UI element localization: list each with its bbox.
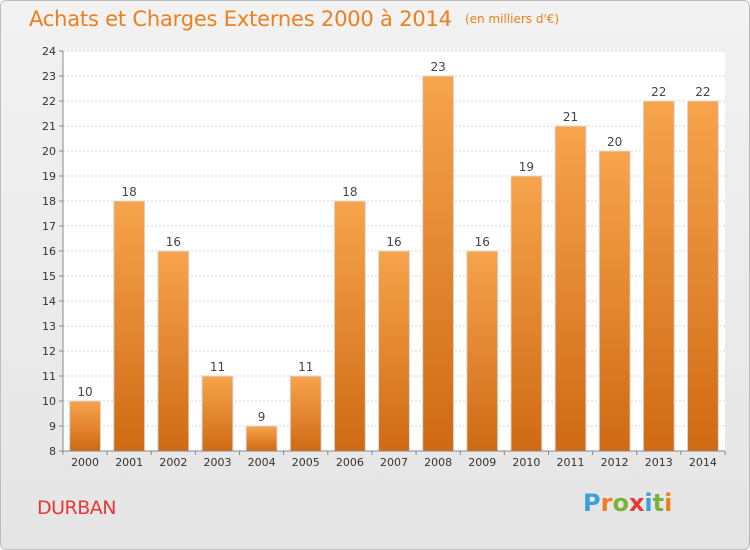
x-tick-label: 2003 — [203, 456, 231, 469]
bar-2004 — [245, 425, 278, 452]
y-tick-label: 13 — [42, 320, 56, 333]
data-label: 18 — [122, 185, 137, 199]
bar-2009 — [466, 250, 499, 452]
data-label: 10 — [77, 385, 92, 399]
data-label: 11 — [210, 360, 225, 374]
bar-2002 — [157, 250, 190, 452]
chart-title: Achats et Charges Externes 2000 à 2014 — [29, 7, 452, 31]
logo-letter: o — [612, 489, 629, 517]
x-tick-label: 2011 — [557, 456, 585, 469]
data-label: 18 — [342, 185, 357, 199]
x-tick-label: 2010 — [512, 456, 540, 469]
y-tick-label: 20 — [42, 145, 56, 158]
data-label: 21 — [563, 110, 578, 124]
data-label: 23 — [430, 60, 445, 74]
y-tick-label: 21 — [42, 120, 56, 133]
data-label: 11 — [298, 360, 313, 374]
logo-letter: x — [628, 489, 645, 517]
x-tick-label: 2013 — [645, 456, 673, 469]
x-tick-label: 2000 — [71, 456, 99, 469]
logo-letter: i — [644, 489, 653, 517]
y-tick-label: 24 — [42, 45, 56, 58]
bar-2011 — [554, 125, 587, 452]
y-tick-label: 14 — [42, 295, 56, 308]
y-tick-label: 9 — [49, 420, 56, 433]
bars — [69, 75, 719, 452]
data-label: 22 — [695, 85, 710, 99]
bar-2007 — [378, 250, 410, 452]
y-tick-label: 11 — [42, 370, 56, 383]
bar-2012 — [598, 150, 631, 452]
x-tick-label: 2009 — [468, 456, 496, 469]
y-tick-label: 12 — [42, 345, 56, 358]
bar-2014 — [686, 100, 719, 452]
bar-2005 — [289, 375, 322, 452]
x-tick-label: 2012 — [601, 456, 629, 469]
title-row: Achats et Charges Externes 2000 à 2014 (… — [29, 7, 559, 31]
x-tick-label: 2008 — [424, 456, 452, 469]
data-label: 19 — [519, 160, 534, 174]
x-tick-label: 2004 — [248, 456, 276, 469]
bar-2000 — [69, 400, 102, 452]
bar-2013 — [642, 100, 675, 452]
logo-letter: i — [664, 489, 673, 517]
logo-letter: P — [583, 489, 601, 517]
axes — [59, 50, 726, 455]
y-tick-label: 22 — [42, 95, 56, 108]
x-tick-label: 2001 — [115, 456, 143, 469]
chart-unit: (en milliers d'€) — [464, 12, 560, 26]
x-tick-label: 2002 — [159, 456, 187, 469]
y-tick-label: 8 — [49, 445, 56, 458]
data-label: 16 — [386, 235, 401, 249]
y-tick-label: 16 — [42, 245, 56, 258]
y-tick-label: 19 — [42, 170, 56, 183]
data-label: 16 — [166, 235, 181, 249]
data-label: 9 — [258, 410, 266, 424]
y-tick-label: 10 — [42, 395, 56, 408]
data-label: 20 — [607, 135, 622, 149]
logo-letter: t — [652, 489, 665, 517]
logo-letter: r — [600, 489, 613, 517]
y-tick-label: 23 — [42, 70, 56, 83]
x-tick-label: 2005 — [292, 456, 320, 469]
bar-2008 — [422, 75, 455, 452]
labels: 8 9 10 11 12 13 14 15 16 17 18 19 20 21 22 23 24 2000 10 20… — [42, 45, 717, 469]
bar-2010 — [510, 175, 543, 452]
bar-2001 — [113, 200, 146, 452]
x-tick-label: 2014 — [689, 456, 717, 469]
proxiti-logo: Proxiti — [583, 489, 672, 517]
data-label: 22 — [651, 85, 666, 99]
location-name: DURBAN — [37, 497, 116, 519]
x-tick-label: 2006 — [336, 456, 364, 469]
bar-2003 — [201, 375, 234, 452]
x-tick-label: 2007 — [380, 456, 408, 469]
y-tick-label: 17 — [42, 220, 56, 233]
data-label: 16 — [475, 235, 490, 249]
y-tick-label: 15 — [42, 270, 56, 283]
bar-2006 — [333, 200, 366, 452]
y-tick-label: 18 — [42, 195, 56, 208]
